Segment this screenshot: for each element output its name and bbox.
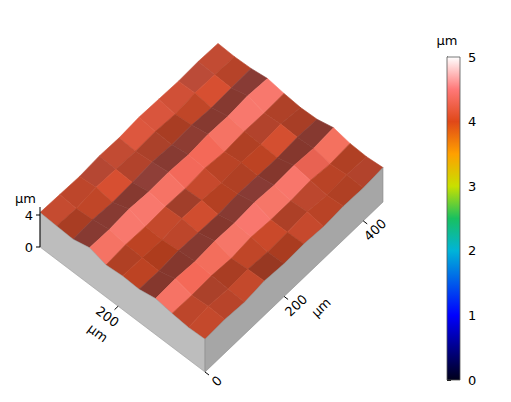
svg-text:3: 3 (468, 179, 476, 194)
svg-text:400: 400 (361, 216, 389, 244)
svg-text:µm: µm (308, 295, 334, 320)
svg-text:2: 2 (468, 243, 476, 258)
svg-text:µm: µm (15, 191, 36, 206)
svg-text:4: 4 (25, 208, 33, 223)
svg-text:4: 4 (468, 114, 476, 129)
svg-text:0: 0 (468, 373, 476, 388)
svg-text:5: 5 (468, 50, 476, 65)
svg-text:0: 0 (209, 373, 225, 390)
svg-text:200: 200 (282, 292, 310, 320)
svg-text:1: 1 (468, 308, 476, 323)
svg-text:0: 0 (25, 240, 33, 255)
svg-text:200: 200 (92, 303, 122, 330)
svg-text:µm: µm (85, 321, 111, 346)
svg-text:µm: µm (437, 33, 458, 48)
